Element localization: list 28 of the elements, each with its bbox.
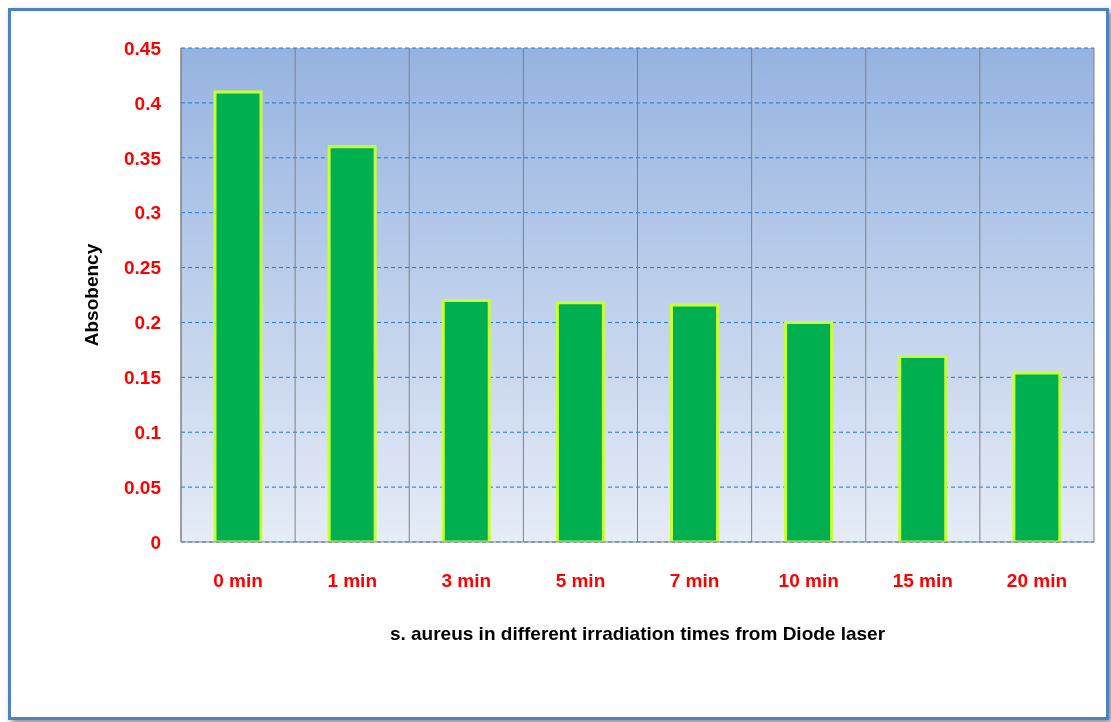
x-tick-label: 15 min [892, 570, 953, 592]
bar [784, 320, 834, 542]
y-tick-label: 0.25 [124, 257, 162, 279]
y-tick-label: 0.2 [134, 312, 161, 334]
x-tick-label: 7 min [669, 570, 720, 592]
x-tick-label: 10 min [778, 570, 839, 592]
x-axis-title: s. aureus in different irradiation times from Diode laser [389, 623, 886, 645]
x-tick-label: 1 min [327, 570, 377, 592]
y-tick-label: 0.3 [134, 202, 161, 224]
y-tick-label: 0.15 [124, 367, 162, 389]
bar [898, 354, 948, 542]
y-tick-label: 0.1 [134, 421, 162, 443]
bar [213, 90, 263, 542]
y-axis-title: Absobency [80, 243, 102, 347]
x-tick-label: 0 min [213, 570, 263, 592]
y-tick-label: 0.4 [134, 92, 162, 114]
bar [327, 145, 377, 542]
bar [670, 303, 719, 542]
x-tick-label: 5 min [555, 570, 606, 592]
x-tick-label: 20 min [1006, 570, 1068, 592]
y-tick-label: 0.05 [124, 476, 162, 498]
y-tick-label: 0.35 [124, 147, 162, 169]
bar [1012, 371, 1062, 542]
y-tick-label: 0 [150, 531, 161, 553]
bar [441, 298, 491, 542]
bar [555, 301, 605, 542]
y-tick-label: 0.45 [124, 37, 162, 59]
x-tick-label: 3 min [441, 570, 492, 592]
